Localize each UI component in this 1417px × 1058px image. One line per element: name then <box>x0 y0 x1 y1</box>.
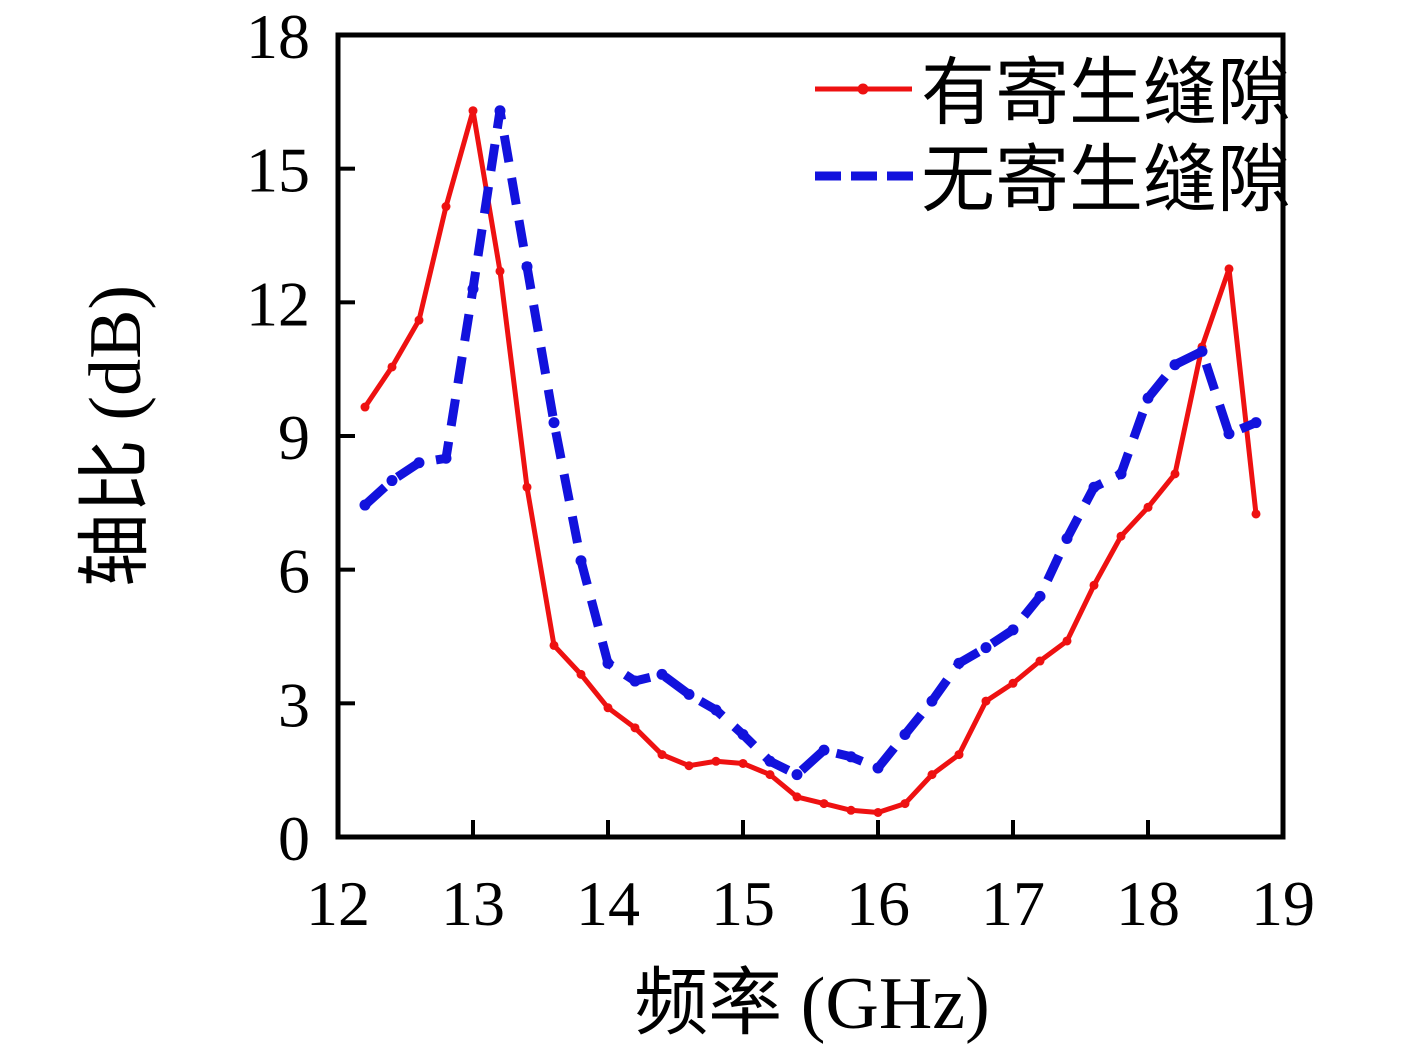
data-point-marker <box>522 482 532 492</box>
data-point-marker <box>657 750 667 760</box>
data-point-marker <box>710 704 722 716</box>
data-point-marker <box>629 675 641 687</box>
data-point-marker <box>1116 531 1126 541</box>
data-point-marker <box>468 106 478 116</box>
legend: 有寄生缝隙 无寄生缝隙 <box>815 53 1291 222</box>
legend-label-without-parasitic-slot: 无寄生缝隙 <box>921 140 1291 222</box>
data-point-marker <box>792 792 802 802</box>
y-tick-label-15: 15 <box>246 135 310 206</box>
data-point-marker <box>1089 580 1099 590</box>
x-tick-label-17: 17 <box>981 868 1045 939</box>
data-point-marker <box>1062 636 1072 646</box>
data-point-marker <box>683 688 695 700</box>
data-point-marker <box>1142 392 1154 404</box>
data-point-marker <box>980 642 992 654</box>
y-tick-label-18: 18 <box>246 1 310 72</box>
data-point-marker <box>1061 532 1073 544</box>
data-point-marker <box>926 695 938 707</box>
x-tick-label-16: 16 <box>846 868 910 939</box>
data-point-marker <box>548 417 560 429</box>
legend-label-with-parasitic-slot: 有寄生缝隙 <box>921 53 1291 135</box>
data-point-marker <box>1143 502 1153 512</box>
data-point-marker <box>359 499 371 511</box>
y-axis-title: 轴比 (dB) <box>75 285 157 587</box>
data-point-marker <box>953 657 965 669</box>
data-point-marker <box>711 756 721 766</box>
legend-item-without-parasitic-slot: 无寄生缝隙 <box>815 140 1291 222</box>
data-point-marker <box>1250 417 1262 429</box>
data-point-marker <box>575 555 587 567</box>
tick-labels: 12 13 14 15 16 17 18 19 0 3 6 9 12 15 18 <box>246 1 1315 939</box>
data-point-marker <box>872 762 884 774</box>
data-point-marker <box>981 696 991 706</box>
data-point-marker <box>764 755 776 767</box>
legend-item-with-parasitic-slot: 有寄生缝隙 <box>815 53 1291 135</box>
data-point-marker <box>1034 590 1046 602</box>
data-point-marker <box>386 475 398 487</box>
data-point-marker <box>900 799 910 809</box>
data-point-marker <box>602 657 614 669</box>
data-point-marker <box>387 362 397 372</box>
data-point-marker <box>818 744 830 756</box>
data-point-marker <box>819 799 829 809</box>
data-point-marker <box>1008 678 1018 688</box>
data-point-marker <box>738 758 748 768</box>
y-tick-label-12: 12 <box>246 268 310 339</box>
data-point-marker <box>1115 468 1127 480</box>
data-point-marker <box>413 457 425 469</box>
data-point-marker <box>845 751 857 763</box>
data-point-marker <box>494 105 506 117</box>
data-point-marker <box>737 729 749 741</box>
data-point-marker <box>846 805 856 815</box>
data-point-marker <box>1035 656 1045 666</box>
x-tick-label-18: 18 <box>1116 868 1180 939</box>
data-point-marker <box>1196 345 1208 357</box>
data-point-marker <box>1170 469 1180 479</box>
data-point-marker <box>684 761 694 771</box>
x-tick-label-13: 13 <box>441 868 505 939</box>
data-point-marker <box>765 770 775 780</box>
data-point-marker <box>1251 509 1261 519</box>
data-point-marker <box>414 315 424 325</box>
data-point-marker <box>1224 264 1234 274</box>
x-tick-label-19: 19 <box>1251 868 1315 939</box>
x-axis-title: 频率 (GHz) <box>634 963 990 1045</box>
dot-marker-icon <box>857 83 869 95</box>
data-point-marker <box>927 770 937 780</box>
series-line-1 <box>361 106 1258 780</box>
data-point-marker <box>549 640 559 650</box>
x-tick-label-14: 14 <box>576 868 640 939</box>
y-tick-label-6: 6 <box>278 536 310 607</box>
data-point-marker <box>576 669 586 679</box>
data-point-marker <box>630 723 640 733</box>
axes-frame <box>335 32 1286 840</box>
data-point-marker <box>656 668 668 680</box>
data-point-marker <box>899 729 911 741</box>
data-point-marker <box>603 703 613 713</box>
y-tick-label-3: 3 <box>278 669 310 740</box>
plot-border <box>335 32 1286 840</box>
y-tick-label-9: 9 <box>278 402 310 473</box>
y-tick-label-0: 0 <box>278 803 310 874</box>
data-point-marker <box>1223 428 1235 440</box>
data-series <box>359 105 1262 817</box>
data-point-marker <box>521 261 533 273</box>
x-tick-label-15: 15 <box>711 868 775 939</box>
data-point-marker <box>954 750 964 760</box>
data-point-marker <box>440 452 452 464</box>
data-point-marker <box>1088 481 1100 493</box>
data-point-marker <box>1169 359 1181 371</box>
data-point-marker <box>360 402 370 412</box>
series-line-0 <box>362 108 1259 815</box>
data-point-marker <box>441 202 451 212</box>
x-tick-label-12: 12 <box>306 868 370 939</box>
data-point-marker <box>873 807 883 817</box>
data-point-marker <box>791 769 803 781</box>
data-point-marker <box>467 283 479 295</box>
data-point-marker <box>1007 624 1019 636</box>
data-point-marker <box>495 266 505 276</box>
